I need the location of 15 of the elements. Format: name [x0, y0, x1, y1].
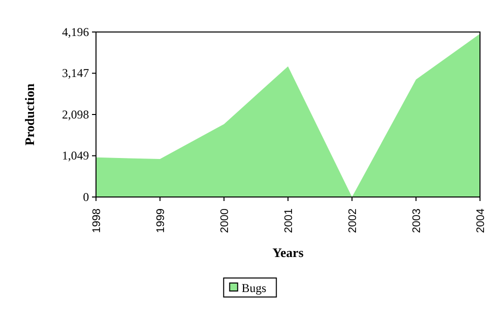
x-tick-label: 2003	[410, 208, 423, 233]
x-tick-label: 2002	[346, 208, 359, 233]
x-tick-label: 1999	[154, 208, 167, 233]
y-tick-label: 0	[83, 190, 89, 204]
y-tick-label: 4,196	[62, 24, 89, 39]
y-tick-label: 2,098	[62, 107, 89, 122]
x-tick-label: 1998	[90, 208, 103, 233]
x-tick-label: 2000	[218, 208, 231, 233]
x-tick-label: 2004	[474, 208, 487, 233]
x-tick-label: 2001	[282, 208, 295, 233]
y-tick-label: 3,147	[62, 66, 89, 80]
x-axis-title: Years	[272, 245, 304, 260]
legend-label: Bugs	[242, 281, 267, 295]
y-tick-label: 1,049	[62, 148, 89, 163]
y-axis-title: Production	[22, 82, 37, 146]
